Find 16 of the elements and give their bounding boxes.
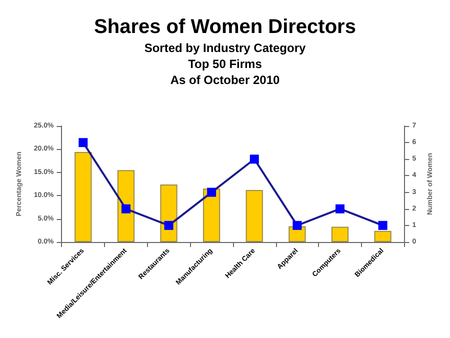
chart-subtitle: Sorted by Industry Category Top 50 Firms As of October 2010 <box>144 41 306 87</box>
bar <box>374 230 392 242</box>
point <box>378 220 388 230</box>
point <box>335 204 344 214</box>
bar <box>203 188 220 242</box>
point <box>292 220 302 230</box>
point <box>121 204 130 214</box>
bar <box>331 226 349 242</box>
point <box>250 154 259 164</box>
point <box>78 138 88 148</box>
point <box>164 220 174 230</box>
bar <box>117 170 135 242</box>
bar <box>246 190 263 242</box>
bar <box>74 152 92 242</box>
chart-title: Shares of Women Directors <box>94 16 356 38</box>
point <box>207 188 216 197</box>
